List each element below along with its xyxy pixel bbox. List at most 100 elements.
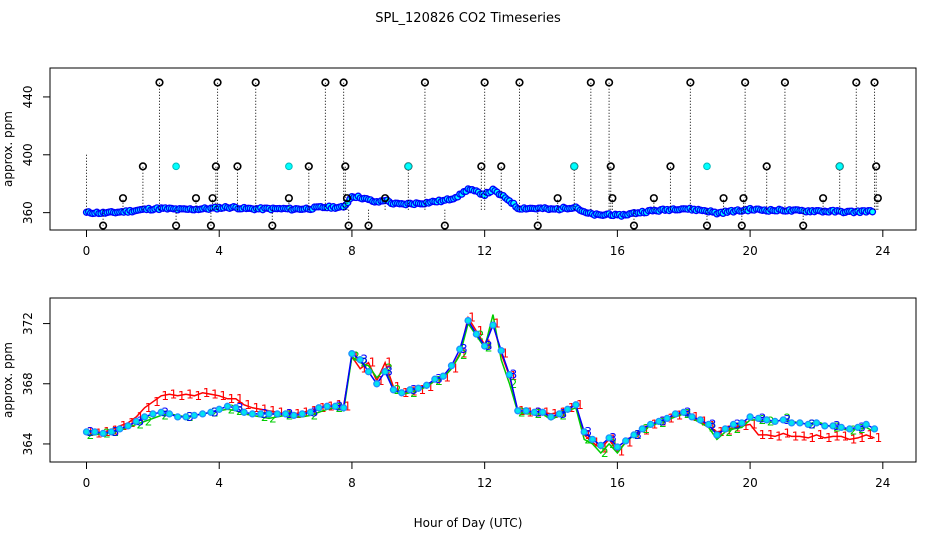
series-glyph-2: 2 xyxy=(335,401,343,415)
outlier-point xyxy=(206,221,216,230)
outlier-point xyxy=(719,194,728,203)
series-glyph-3: 3 xyxy=(460,342,468,356)
series-glyph-3: 3 xyxy=(659,414,667,428)
outlier-point-cyan xyxy=(570,162,579,171)
outlier-point xyxy=(762,162,771,171)
x-tick-label: 12 xyxy=(477,244,492,258)
series-glyph-3: 3 xyxy=(410,383,418,397)
series-glyph-1: 1 xyxy=(642,423,650,437)
data-point-circle xyxy=(597,441,605,450)
data-point-circle xyxy=(414,384,422,392)
outlier-point xyxy=(608,194,617,203)
series-glyph-2: 2 xyxy=(659,416,667,430)
series-glyph-3: 3 xyxy=(759,411,767,425)
data-point-circle xyxy=(522,407,530,415)
data-point-circle xyxy=(746,413,754,421)
series-glyph-1: 1 xyxy=(477,324,485,338)
x-axis-label: Hour of Day (UTC) xyxy=(414,516,523,530)
data-point-circle xyxy=(505,371,514,379)
data-point-circle xyxy=(124,422,132,430)
data-point-circle xyxy=(273,410,281,418)
series-glyph-2: 2 xyxy=(858,422,866,436)
series-glyph-3: 3 xyxy=(485,339,493,353)
series-glyph-1: 1 xyxy=(734,420,742,434)
series-glyph-1: 1 xyxy=(394,380,402,394)
data-point-circle xyxy=(713,431,721,439)
series-glyph-1: 1 xyxy=(817,428,825,442)
data-point-circle xyxy=(804,420,812,429)
data-point-circle xyxy=(447,362,456,370)
y-tick-label: 400 xyxy=(21,143,35,166)
outlier-point xyxy=(604,78,614,87)
data-point-circle xyxy=(306,408,315,416)
series-glyph-1: 1 xyxy=(369,356,377,370)
outlier-point xyxy=(98,221,108,230)
series-glyph-2: 2 xyxy=(460,348,468,362)
data-point-circle xyxy=(481,342,489,350)
series-glyph-1: 1 xyxy=(875,431,883,445)
y-tick-label: 440 xyxy=(21,85,35,108)
outlier-point xyxy=(818,194,828,203)
series-glyph-2: 2 xyxy=(850,423,858,437)
series-glyph-3: 3 xyxy=(261,407,269,421)
series-glyph-2: 2 xyxy=(709,420,717,434)
data-point-circle xyxy=(91,428,99,436)
series-glyph-1: 1 xyxy=(335,398,343,412)
series-glyph-3: 3 xyxy=(335,399,343,413)
outlier-point xyxy=(852,78,861,87)
data-point-circle xyxy=(622,437,630,445)
outlier-point-cyan xyxy=(172,162,180,171)
series-glyph-3: 3 xyxy=(609,431,617,445)
data-point-circle xyxy=(837,423,845,432)
series-glyph-2: 2 xyxy=(485,341,493,355)
series-glyph-1: 1 xyxy=(194,389,202,403)
series-glyph-1: 1 xyxy=(501,347,509,361)
data-point-circle xyxy=(638,425,646,433)
series-glyph-2: 2 xyxy=(759,413,767,427)
series-glyph-1: 1 xyxy=(576,398,584,412)
data-point-circle xyxy=(605,434,613,442)
series-glyph-2: 2 xyxy=(394,383,402,397)
data-point-circle xyxy=(157,408,165,416)
y-axis-label: approx. ppm xyxy=(1,342,15,418)
series-glyph-3: 3 xyxy=(286,407,294,421)
series-glyph-3: 3 xyxy=(87,425,95,439)
outlier-point xyxy=(171,221,181,230)
series-glyph-2: 2 xyxy=(510,377,518,391)
series-glyph-2: 2 xyxy=(385,362,393,376)
series-glyph-1: 1 xyxy=(543,405,551,419)
plot-box xyxy=(49,297,917,463)
top-panel-co2-raw: 0 4 8 12 16 20 24 360 400 440 approx. ppm xyxy=(1,67,917,258)
outlier-point xyxy=(553,194,562,203)
series-glyph-2: 2 xyxy=(228,402,236,416)
data-point-circle xyxy=(696,416,704,424)
outlier-point xyxy=(606,162,615,171)
data-point-circle xyxy=(381,368,389,376)
data-point-circle xyxy=(821,422,829,430)
data-point-circle xyxy=(132,417,140,426)
data-point-circle xyxy=(588,435,597,444)
series-glyph-1: 1 xyxy=(485,338,493,352)
data-point-circle xyxy=(530,408,539,416)
series-glyph-2: 2 xyxy=(87,428,95,442)
x-tick-label: 20 xyxy=(742,244,757,258)
data-point-circle xyxy=(439,372,447,380)
outlier-point xyxy=(515,78,524,87)
data-point-circle xyxy=(464,316,472,325)
y-tick-label: 360 xyxy=(21,201,35,224)
series-glyph-1: 1 xyxy=(120,419,128,433)
data-point-circle xyxy=(812,419,821,427)
series-glyph-1: 1 xyxy=(775,429,783,443)
series-glyph-1: 1 xyxy=(742,419,750,433)
series-glyph-3: 3 xyxy=(783,413,791,427)
series-glyph-2: 2 xyxy=(211,405,219,419)
outlier-point xyxy=(321,78,330,87)
outlier-point xyxy=(155,78,164,87)
series-glyph-2: 2 xyxy=(477,329,485,343)
data-point-circle xyxy=(829,422,837,430)
outlier-point xyxy=(649,194,658,203)
data-point-circle xyxy=(116,425,124,433)
series-glyph-2: 2 xyxy=(410,386,418,400)
series-glyph-1: 1 xyxy=(178,389,186,403)
